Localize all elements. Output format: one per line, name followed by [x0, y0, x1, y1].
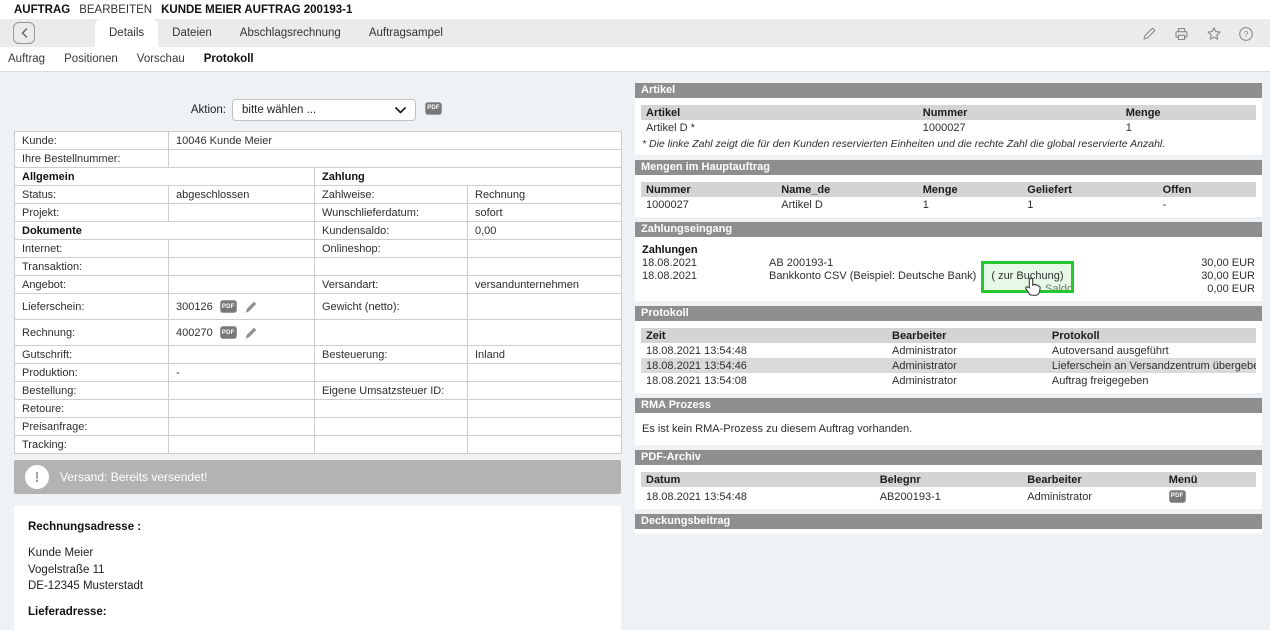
- table-row-internet: Internet: Onlineshop:: [14, 239, 623, 258]
- section-pdf-archiv: PDF-Archiv Datum Belegnr Bearbeiter Menü 18…: [635, 450, 1262, 509]
- section-header: PDF-Archiv: [635, 450, 1262, 465]
- tab-bar: Details Dateien Abschlagsrechnung Auftra…: [0, 19, 1270, 47]
- section-rma: RMA Prozess Es ist kein RMA-Prozess zu d…: [635, 398, 1262, 445]
- rechnung-number: 400270: [176, 326, 213, 339]
- table-row-angebot: Angebot: Versandart: versandunternehmen: [14, 275, 623, 294]
- artikel-table: Artikel Nummer Menge Artikel D * 1000027 1: [641, 105, 1256, 135]
- section-header: RMA Prozess: [635, 398, 1262, 413]
- table-row-lieferschein: Lieferschein: 300126 PDF Gewicht (netto)…: [14, 293, 623, 320]
- section-header: Deckungsbeitrag: [635, 513, 1262, 529]
- chevron-down-icon: [395, 106, 406, 113]
- order-panel: Aktion: bitte wählen ... PDF Kunde: 10046…: [14, 72, 623, 630]
- action-row: Aktion: bitte wählen ... PDF: [14, 99, 621, 121]
- table-row: 18.08.2021 13:54:48 Administrator Autovers…: [646, 344, 1169, 357]
- zur-buchung-link[interactable]: ( zur Buchung): [981, 261, 1074, 296]
- help-icon[interactable]: ?: [1238, 26, 1254, 42]
- table-row-rechnung: Rechnung: 400270 PDF: [14, 319, 623, 346]
- table-row-gutschrift: Gutschrift: Besteuerung: Inland: [14, 345, 623, 364]
- subtab-positionen[interactable]: Positionen: [64, 53, 118, 65]
- saldo-amount: 0,00 EUR: [1207, 283, 1255, 295]
- section-protokoll: Protokoll Zeit Bearbeiter Protokoll 18.08.…: [635, 306, 1262, 393]
- table-row: 18.08.2021 13:54:48 AB200193-1 Administr…: [641, 487, 1256, 504]
- chevron-left-icon: [21, 28, 27, 38]
- section-artikel: Artikel Artikel Nummer Menge Artikel D * 10…: [635, 83, 1262, 155]
- lieferschein-number: 300126: [176, 300, 213, 313]
- subtab-vorschau[interactable]: Vorschau: [136, 53, 185, 65]
- table-row: Artikel D * 1000027 1: [646, 121, 1132, 134]
- section-header: Artikel: [635, 83, 1262, 98]
- edit-pencil-icon[interactable]: [1141, 26, 1157, 42]
- hand-pointer-cursor-icon: [1024, 277, 1041, 301]
- table-row-produktion: Produktion: -: [14, 363, 623, 382]
- table-row-status: Status: abgeschlossen Zahlweise: Rechnung: [14, 185, 623, 204]
- table-row-bestellnummer: Ihre Bestellnummer:: [14, 149, 623, 168]
- table-row-bestellung: Bestellung: Eigene Umsatzsteuer ID:: [14, 381, 623, 400]
- mode-label: BEARBEITEN: [79, 3, 153, 16]
- aktion-select[interactable]: bitte wählen ...: [232, 99, 416, 121]
- shipping-status-banner: ! Versand: Bereits versendet!: [14, 460, 621, 494]
- payment-row: 18.08.2021 AB 200193-1 30,00 EUR: [642, 257, 1255, 269]
- section-mengen: Mengen im Hauptauftrag Nummer Name_de Meng…: [635, 160, 1262, 217]
- section-header: Protokoll: [635, 306, 1262, 321]
- action-label: Aktion:: [190, 104, 226, 116]
- tab-dateien[interactable]: Dateien: [172, 27, 212, 39]
- shipping-address-label: Lieferadresse:: [28, 606, 107, 619]
- table-row-projekt: Projekt: Wunschlieferdatum: sofort: [14, 203, 623, 222]
- back-button[interactable]: [13, 22, 35, 44]
- svg-text:?: ?: [1244, 29, 1249, 39]
- module-title: AUFTRAG: [14, 3, 71, 16]
- subtab-protokoll[interactable]: Protokoll: [203, 53, 254, 65]
- rma-empty-text: Es ist kein RMA-Prozess zu diesem Auftra…: [642, 423, 913, 435]
- pencil-icon[interactable]: [244, 326, 258, 340]
- tab-abschlagsrechnung[interactable]: Abschlagsrechnung: [239, 27, 341, 39]
- pdf-archiv-table: Datum Belegnr Bearbeiter Menü 18.08.2021 13…: [641, 472, 1256, 504]
- saldo-row: Saldo 0,00 EUR: [641, 283, 1256, 296]
- sub-nav: Auftrag Positionen Vorschau Protokoll: [0, 47, 1270, 72]
- section-zahlungseingang: Zahlungseingang Zahlungen 18.08.2021 AB …: [635, 222, 1262, 301]
- table-row: 18.08.2021 13:54:08 Administrator Auftrag …: [646, 374, 1149, 387]
- pdf-icon[interactable]: PDF: [1168, 489, 1186, 503]
- billing-address-line: Kunde Meier: [28, 547, 94, 560]
- pencil-icon[interactable]: [244, 300, 258, 314]
- billing-address-line: Vogelstraße 11: [28, 563, 105, 576]
- shipping-status-text: Versand: Bereits versendet!: [60, 470, 208, 484]
- record-context: KUNDE MEIER AUFTRAG 200193-1: [161, 3, 353, 16]
- printer-icon[interactable]: [1173, 26, 1190, 42]
- mengen-table: Nummer Name_de Menge Geliefert Offen 1000027…: [641, 182, 1256, 212]
- subtab-auftrag[interactable]: Auftrag: [8, 53, 46, 65]
- exclamation-icon: !: [25, 465, 49, 489]
- table-row-retoure: Retoure:: [14, 399, 623, 418]
- tab-auftragsampel[interactable]: Auftragsampel: [368, 27, 443, 39]
- table-row: 18.08.2021 13:54:46 Administrator Liefersc…: [641, 358, 1256, 373]
- zahlungen-label: Zahlungen: [642, 244, 698, 256]
- pdf-icon[interactable]: PDF: [425, 101, 442, 115]
- reservation-note: * Die linke Zahl zeigt die für den Kunde…: [642, 138, 1166, 150]
- info-panel: Artikel Artikel Nummer Menge Artikel D * 10…: [635, 83, 1262, 539]
- pdf-icon[interactable]: PDF: [219, 300, 237, 313]
- tab-details[interactable]: Details: [95, 19, 159, 47]
- table-row-group-headers: Allgemein Zahlung: [14, 167, 623, 186]
- table-row-kunde: Kunde: 10046 Kunde Meier: [14, 131, 623, 150]
- order-details-table: Kunde: 10046 Kunde Meier Ihre Bestellnumm…: [14, 131, 623, 454]
- section-header: Mengen im Hauptauftrag: [635, 160, 1262, 175]
- star-favorite-icon[interactable]: [1206, 26, 1222, 42]
- section-deckungsbeitrag: Deckungsbeitrag: [635, 513, 1262, 534]
- protokoll-table: Zeit Bearbeiter Protokoll 18.08.2021 13:54…: [641, 328, 1256, 388]
- section-header: Zahlungseingang: [635, 222, 1262, 237]
- billing-address-line: DE-12345 Musterstadt: [28, 579, 144, 592]
- table-row-tracking: Tracking:: [14, 435, 623, 454]
- pdf-icon[interactable]: PDF: [219, 326, 237, 339]
- table-row-preisanfrage: Preisanfrage:: [14, 417, 623, 436]
- table-row-transaktion: Transaktion:: [14, 257, 623, 276]
- aktion-select-value: bitte wählen ...: [242, 104, 317, 116]
- payment-row: 18.08.2021 Bankkonto CSV (Beispiel: Deut…: [641, 261, 1256, 296]
- saldo-label: Saldo: [1045, 283, 1074, 295]
- table-row-dokumente: Dokumente Kundensaldo: 0,00: [14, 221, 623, 240]
- main-content: Aktion: bitte wählen ... PDF Kunde: 10046…: [0, 72, 1270, 630]
- address-box: Rechnungsadresse : Kunde Meier Vogelstra…: [14, 506, 621, 630]
- breadcrumb: AUFTRAG BEARBEITEN KUNDE MEIER AUFTRAG 2…: [0, 0, 1270, 19]
- billing-address-label: Rechnungsadresse :: [28, 521, 142, 533]
